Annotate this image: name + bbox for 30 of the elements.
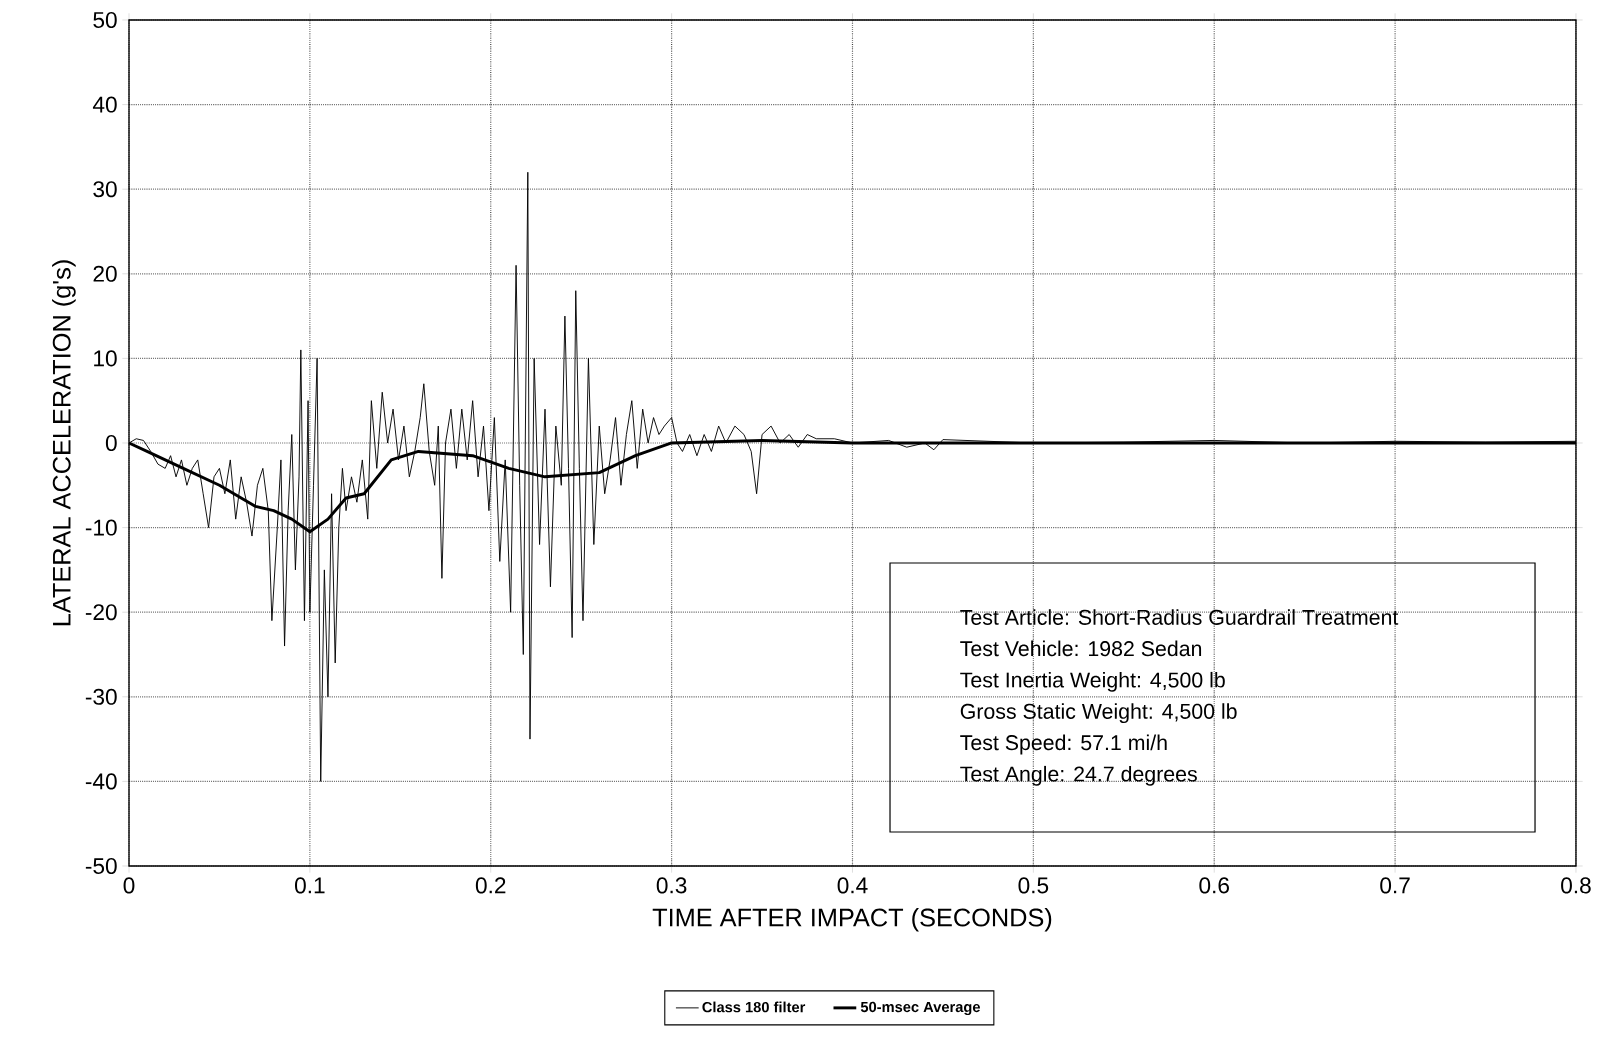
annotation: Test Speed: 57.1 mi/h xyxy=(960,734,1167,755)
y-tick-label: 10 xyxy=(94,350,117,367)
x-tick-label: 0.1 xyxy=(295,877,325,894)
y-tick-label: -20 xyxy=(85,604,117,621)
y-tick-label: -30 xyxy=(85,688,117,705)
x-tick-label: 0 xyxy=(123,877,135,894)
legend-label: 50-msec Average xyxy=(860,1001,980,1016)
x-axis-title: TIME AFTER IMPACT (SECONDS) xyxy=(652,907,1052,932)
y-tick-label: 0 xyxy=(105,434,117,452)
y-tick-label: -40 xyxy=(85,773,117,790)
annotation: Test Article: Short-Radius Guardrail Treatment xyxy=(960,609,1399,625)
y-tick-label: -10 xyxy=(85,519,117,536)
y-tick-label: -50 xyxy=(85,857,117,875)
y-tick-label: 20 xyxy=(93,265,117,282)
x-tick-label: 0.8 xyxy=(1561,877,1591,894)
y-axis-title: LATERAL ACCELERATION (g's) xyxy=(52,260,76,626)
annotation: Test Angle: 24.7 degrees xyxy=(960,765,1197,786)
x-tick-label: 0.4 xyxy=(837,877,868,894)
annotation: Gross Static Weight: 4,500 lb xyxy=(960,703,1237,724)
y-tick-label: 30 xyxy=(93,181,117,198)
x-tick-label: 0.2 xyxy=(475,877,506,894)
y-tick-label: 50 xyxy=(93,11,117,29)
annotation: Test Vehicle: 1982 Sedan xyxy=(960,640,1202,657)
x-tick-label: 0.6 xyxy=(1199,877,1229,894)
x-tick-label: 0.3 xyxy=(656,877,687,894)
annotation: Test Inertia Weight: 4,500 lb xyxy=(960,671,1225,692)
x-tick-label: 0.5 xyxy=(1018,877,1049,894)
legend-label: Class 180 filter xyxy=(702,1001,806,1013)
x-tick-label: 0.7 xyxy=(1380,877,1410,894)
y-tick-label: 40 xyxy=(92,96,117,113)
